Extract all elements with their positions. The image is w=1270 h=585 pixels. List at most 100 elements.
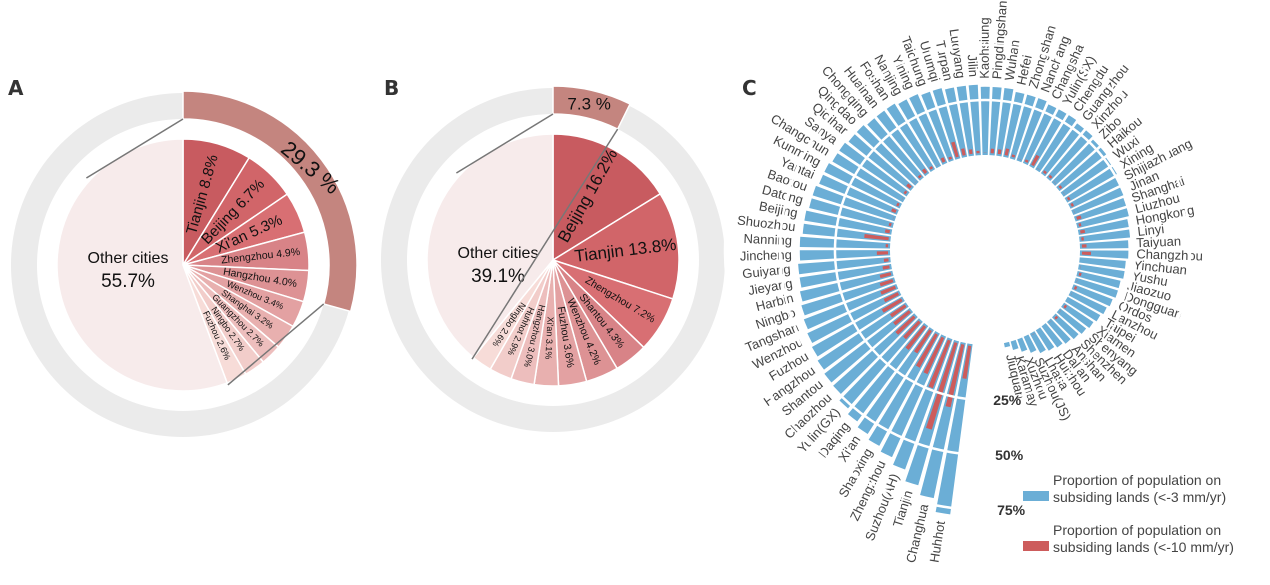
- bar-red: [876, 251, 889, 255]
- bar-blue: [799, 236, 891, 249]
- outer-ring-highlight: [552, 85, 632, 131]
- bar-blue: [812, 185, 897, 222]
- bar-red: [882, 265, 890, 270]
- bar-blue: [867, 118, 924, 181]
- bar-red: [893, 310, 911, 326]
- bar-red: [901, 197, 904, 201]
- bar-red: [884, 229, 891, 234]
- bar-red: [1058, 310, 1062, 313]
- bar-red: [1053, 181, 1056, 184]
- bar-red: [1031, 333, 1035, 336]
- bar-blue: [1064, 166, 1117, 203]
- bar-blue: [1041, 323, 1063, 348]
- bar-blue: [1009, 94, 1036, 160]
- bar-blue: [1052, 313, 1079, 340]
- bar-blue: [804, 210, 893, 235]
- bar-blue: [1060, 157, 1112, 197]
- gridline: [723, 0, 1247, 510]
- pie-slice: [552, 133, 662, 262]
- bar-blue: [1074, 277, 1118, 298]
- pie-slice-label: Xi'an 3.1%: [543, 316, 555, 359]
- bar-red: [990, 148, 995, 154]
- bar-red: [1070, 202, 1075, 207]
- legend-swatch: [1023, 491, 1049, 501]
- bar-red: [1049, 320, 1052, 323]
- city-label: Yushu: [1131, 268, 1169, 289]
- bar-blue: [856, 125, 919, 186]
- panel-letter: A: [8, 76, 24, 100]
- bar-red: [926, 342, 958, 430]
- grid-label: 50%: [995, 447, 1024, 463]
- outer-ring-highlight: [182, 90, 358, 313]
- other-cities-value: 55.7%: [101, 271, 155, 292]
- bar-blue: [809, 198, 894, 228]
- bar-blue: [839, 318, 923, 409]
- bar-red: [997, 149, 1002, 155]
- city-label: Wuhan: [1002, 39, 1023, 82]
- outer-ring-highlight-label: 7.3 %: [567, 95, 610, 114]
- bar-blue: [1035, 327, 1055, 351]
- city-label: Taiyuan: [1136, 233, 1181, 250]
- bar-red: [881, 298, 903, 313]
- panel-letter: C: [742, 76, 757, 100]
- bar-red: [1054, 315, 1059, 320]
- bar-red: [1031, 154, 1040, 167]
- bar-red: [951, 141, 959, 158]
- bar-red: [888, 222, 892, 227]
- bar-blue: [1056, 308, 1087, 334]
- bar-blue: [1071, 187, 1125, 216]
- bar-red: [885, 244, 889, 248]
- bar-blue: [898, 99, 942, 169]
- connector-line: [86, 118, 184, 179]
- bar-red: [903, 320, 921, 340]
- panel-letter: B: [384, 76, 399, 100]
- city-label: Guiyang: [742, 261, 792, 281]
- bar-blue: [799, 250, 891, 261]
- bar-red: [896, 202, 900, 207]
- connector-line: [227, 303, 325, 386]
- bar-blue: [824, 163, 902, 209]
- bar-red: [1070, 292, 1073, 296]
- bar-blue: [839, 142, 910, 197]
- bar-blue: [801, 277, 896, 316]
- bar-blue: [1078, 264, 1125, 279]
- bar-blue: [1010, 339, 1019, 350]
- bar-red: [976, 150, 980, 154]
- bar-red: [968, 149, 973, 155]
- other-cities-label: Other cities: [458, 245, 539, 262]
- grid-label: 75%: [997, 502, 1026, 518]
- bar-red: [1080, 265, 1081, 269]
- city-label: Beijing: [758, 198, 799, 220]
- pie-slice-other: [426, 133, 554, 359]
- city-label: Linyi: [1137, 221, 1165, 239]
- bar-blue: [803, 283, 899, 330]
- bar-blue: [1061, 302, 1094, 328]
- bar-blue: [1079, 240, 1129, 249]
- bar-red: [936, 164, 940, 167]
- bar-blue: [1079, 250, 1129, 259]
- bar-red: [1037, 168, 1040, 170]
- bar-red: [1078, 223, 1082, 227]
- bar-red: [879, 272, 892, 279]
- legend-text: subsiding lands (<-3 mm/yr): [1053, 489, 1226, 505]
- bar-blue: [1073, 198, 1127, 222]
- bar-red: [1018, 158, 1022, 160]
- panel-a: A29.3 %Tianjin 8.8%Beijing 6.7%Xi'an 5.3…: [8, 76, 358, 437]
- bar-red: [940, 157, 946, 163]
- bar-blue: [996, 87, 1014, 157]
- bar-blue: [1029, 331, 1046, 354]
- bar-blue: [832, 313, 918, 395]
- pie-slice: [551, 192, 680, 300]
- bar-blue: [848, 134, 914, 191]
- city-label: Hefei: [1014, 53, 1035, 86]
- bar-red: [1081, 251, 1091, 256]
- bar-blue: [819, 174, 899, 215]
- bar-red: [895, 315, 916, 335]
- bar-red: [914, 181, 917, 184]
- bar-red: [928, 339, 951, 389]
- bar-blue: [1051, 139, 1099, 186]
- bar-red: [948, 156, 953, 160]
- bar-red: [1066, 196, 1071, 201]
- bar-blue: [886, 103, 936, 173]
- bar-blue: [798, 257, 891, 275]
